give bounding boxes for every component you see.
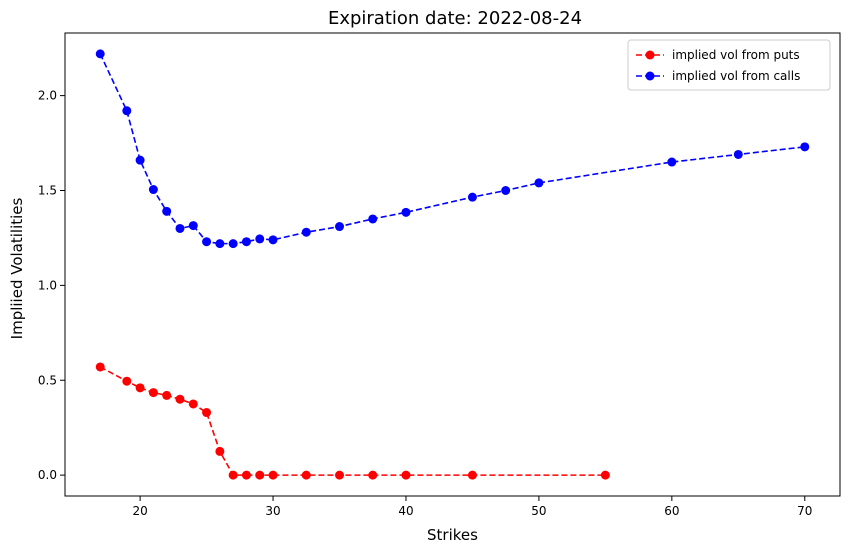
- data-point-calls: [122, 106, 132, 116]
- data-point-calls: [228, 239, 238, 249]
- data-point-calls: [534, 178, 544, 188]
- series-line-puts: [99, 366, 606, 476]
- data-point-calls: [301, 227, 311, 237]
- data-point-calls: [202, 237, 212, 247]
- data-point-puts: [188, 399, 198, 409]
- data-point-puts: [122, 376, 132, 386]
- y-tick-label: 1.0: [38, 278, 57, 292]
- data-point-calls: [401, 207, 411, 217]
- x-axis-label: Strikes: [427, 526, 478, 544]
- plot-area: 20 30 40 50 60 70 0.0 0.5 1.0 1.5 2.0 implied vol f…: [38, 32, 841, 518]
- data-point-calls: [368, 214, 378, 224]
- x-tick-label: 20: [132, 504, 147, 518]
- data-point-calls: [215, 239, 225, 249]
- plot-frame: [64, 32, 841, 497]
- data-point-puts: [228, 470, 238, 480]
- data-point-puts: [401, 470, 411, 480]
- data-point-calls: [162, 206, 172, 216]
- data-point-calls: [188, 221, 198, 231]
- data-point-puts: [135, 383, 145, 393]
- data-point-calls: [667, 157, 677, 167]
- data-point-calls: [95, 49, 105, 59]
- x-tick-label: 40: [398, 504, 413, 518]
- legend-label-puts: implied vol from puts: [672, 48, 800, 62]
- data-point-calls: [501, 185, 511, 195]
- data-point-calls: [148, 185, 158, 195]
- chart-title: Expiration date: 2022-08-24: [328, 8, 582, 29]
- y-axis-label: Impliied Volatilities: [8, 197, 26, 339]
- data-point-puts: [175, 394, 185, 404]
- data-point-puts: [241, 470, 251, 480]
- y-tick-label: 1.5: [38, 183, 57, 197]
- data-point-calls: [467, 192, 477, 202]
- legend-marker-puts: [645, 50, 655, 60]
- y-tick-label: 2.0: [38, 89, 57, 103]
- data-point-puts: [268, 470, 278, 480]
- data-point-puts: [202, 408, 212, 418]
- data-point-puts: [148, 388, 158, 398]
- data-point-puts: [368, 470, 378, 480]
- data-point-puts: [335, 470, 345, 480]
- data-point-calls: [135, 155, 145, 165]
- x-tick-label: 60: [664, 504, 679, 518]
- data-point-calls: [800, 142, 810, 152]
- data-point-calls: [335, 222, 345, 232]
- data-point-calls: [255, 234, 265, 244]
- y-tick-label: 0.0: [38, 468, 57, 482]
- data-point-puts: [301, 470, 311, 480]
- data-point-puts: [467, 470, 477, 480]
- data-point-puts: [255, 470, 265, 480]
- legend-box: [627, 39, 831, 91]
- x-tick-label: 50: [531, 504, 546, 518]
- data-point-calls: [733, 149, 743, 159]
- data-point-puts: [600, 470, 610, 480]
- data-point-calls: [175, 223, 185, 233]
- legend-marker-calls: [645, 71, 655, 81]
- legend-label-calls: implied vol from calls: [672, 69, 800, 83]
- data-point-puts: [95, 362, 105, 372]
- data-point-puts: [162, 390, 172, 400]
- data-point-calls: [241, 237, 251, 247]
- y-tick-label: 0.5: [38, 373, 57, 387]
- data-point-puts: [215, 446, 225, 456]
- x-tick-label: 30: [265, 504, 280, 518]
- x-tick-label: 70: [797, 504, 812, 518]
- data-point-calls: [268, 235, 278, 245]
